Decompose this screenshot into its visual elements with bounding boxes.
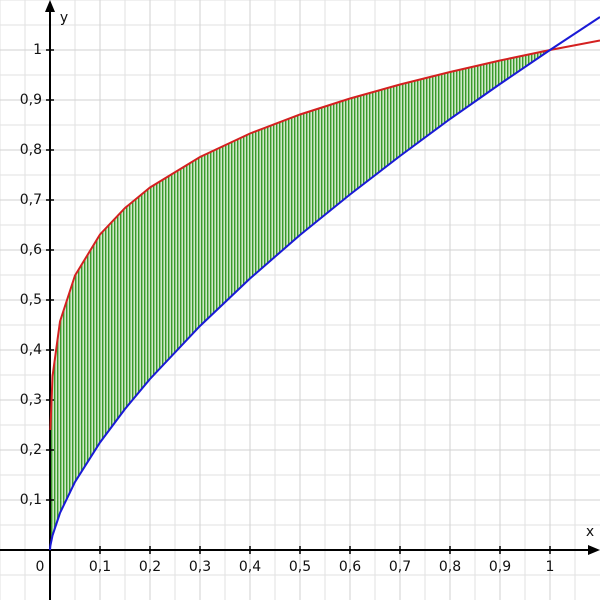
x-tick-label: 0,9 (489, 559, 511, 575)
x-tick-label: 0,7 (389, 559, 411, 575)
y-tick-label: 0,1 (20, 492, 42, 508)
y-axis-arrow (45, 0, 55, 12)
x-tick-label: 0,3 (189, 559, 211, 575)
y-tick-label: 0,3 (20, 392, 42, 408)
y-axis-label: y (60, 10, 68, 26)
x-tick-label: 1 (546, 559, 555, 575)
x-axis-arrow (588, 545, 600, 555)
curve (49, 16, 600, 551)
y-tick-label: 0,2 (20, 442, 42, 458)
x-tick-label: 0,5 (289, 559, 311, 575)
curve (49, 39, 600, 431)
x-axis-label: x (586, 524, 594, 540)
x-tick-label: 0 (36, 559, 45, 575)
x-tick-label: 0,2 (139, 559, 161, 575)
x-tick-label: 0,8 (439, 559, 461, 575)
y-tick-label: 0,8 (20, 142, 42, 158)
x-tick-label: 0,1 (89, 559, 111, 575)
x-tick-label: 0,4 (239, 559, 261, 575)
y-tick-label: 1 (33, 42, 42, 58)
y-tick-label: 0,7 (20, 192, 42, 208)
y-tick-label: 0,9 (20, 92, 42, 108)
y-tick-label: 0,5 (20, 292, 42, 308)
y-tick-label: 0,4 (20, 342, 42, 358)
x-tick-label: 0,6 (339, 559, 361, 575)
y-tick-label: 0,6 (20, 242, 42, 258)
